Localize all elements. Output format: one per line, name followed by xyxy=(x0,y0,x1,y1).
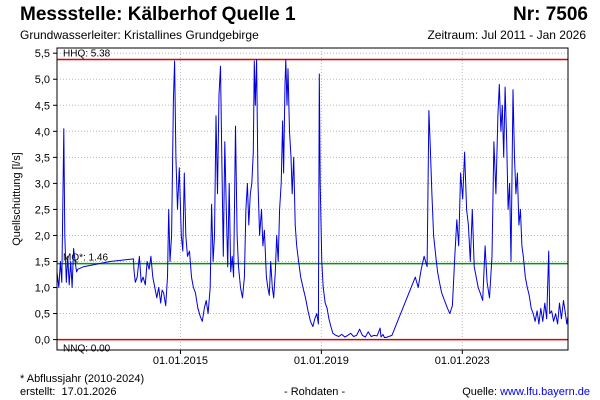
x-tick-label: 01.01.2019 xyxy=(294,355,349,367)
y-axis-label: Quellschüttung [l/s] xyxy=(11,152,23,246)
y-tick-label: 0,5 xyxy=(35,309,50,321)
y-tick-label: 3,5 xyxy=(35,152,50,164)
source-link[interactable]: www.lfu.bayern.de xyxy=(500,386,590,398)
discharge-series-line xyxy=(56,59,569,338)
mq-label: MQ*: 1.46 xyxy=(63,253,108,264)
y-tick-label: 2,0 xyxy=(35,230,50,242)
created-date: 17.01.2026 xyxy=(61,386,117,398)
nnq-label: NNQ: 0.00 xyxy=(63,344,111,355)
footnote: * Abflussjahr (2010-2024) xyxy=(20,373,145,385)
y-tick-label: 1,0 xyxy=(35,283,50,295)
y-tick-label: 4,0 xyxy=(35,126,50,138)
created-info: erstellt: 17.01.2026 xyxy=(20,386,117,398)
period-label: Zeitraum: Jul 2011 - Jan 2026 xyxy=(427,28,586,42)
y-tick-label: 2,5 xyxy=(35,204,50,216)
created-label: erstellt: xyxy=(20,386,56,398)
aquifer-label: Grundwasserleiter: Kristallines Grundgeb… xyxy=(20,28,259,42)
y-tick-label: 4,5 xyxy=(35,100,50,112)
y-tick-label: 3,0 xyxy=(35,178,50,190)
rohdaten-label: - Rohdaten - xyxy=(284,386,346,398)
y-tick-label: 5,0 xyxy=(35,74,50,86)
x-tick-label: 01.01.2015 xyxy=(153,355,208,367)
series-layer xyxy=(56,59,569,338)
plot-frame xyxy=(56,47,569,351)
y-tick-label: 0,0 xyxy=(35,335,50,347)
source-label: Quelle: xyxy=(462,386,498,398)
x-tick-label: 01.01.2023 xyxy=(435,355,490,367)
y-tick-label: 1,5 xyxy=(35,256,50,268)
source-info: Quelle: www.lfu.bayern.de xyxy=(462,386,590,398)
reference-lines: HHQ: 5.38 MQ*: 1.46 NNQ: 0.00 xyxy=(57,48,568,355)
chart-title: Messstelle: Kälberhof Quelle 1 xyxy=(20,4,296,25)
axis-ticks: 0,0 0,5 1,0 1,5 2,0 2,5 3,0 3,5 4,0 4,5 5,0 5,5 01.0… xyxy=(35,48,490,367)
y-tick-label: 5,5 xyxy=(35,48,50,60)
grid-lines xyxy=(57,48,568,350)
station-number: Nr: 7506 xyxy=(513,4,588,25)
hhq-label: HHQ: 5.38 xyxy=(63,48,111,59)
